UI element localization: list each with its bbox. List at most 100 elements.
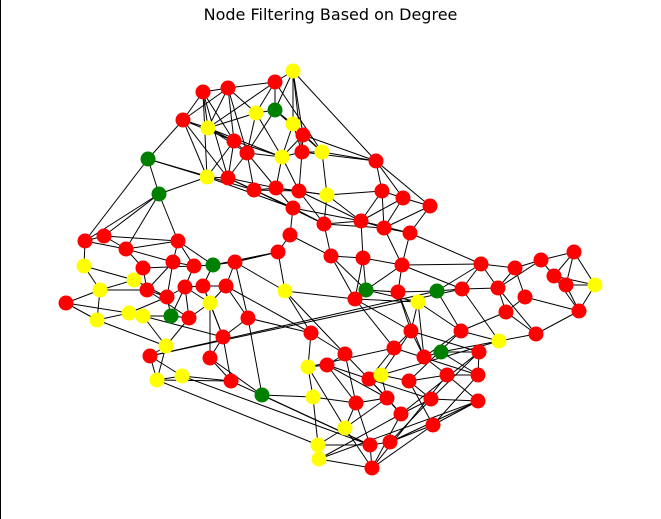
graph-edge (234, 261, 249, 319)
graph-node-high (226, 133, 242, 149)
graph-node-high (402, 225, 418, 241)
graph-edge (274, 81, 323, 153)
graph-edge (323, 223, 385, 229)
graph-node-high (517, 289, 533, 305)
graph-node-mid (174, 368, 190, 384)
graph-edge (103, 235, 179, 242)
graph-edge (301, 151, 377, 162)
graph-node-high (423, 391, 439, 407)
graph-node-high (303, 325, 319, 341)
graph-edge (284, 290, 346, 355)
graph-edge (158, 176, 208, 195)
graph-edge (460, 311, 507, 332)
graph-node-high (223, 373, 239, 389)
graph-node-high (240, 310, 256, 326)
graph-edge (354, 298, 395, 349)
graph-edge (368, 378, 432, 400)
graph-node-high (139, 282, 155, 298)
graph-node-high (270, 244, 286, 260)
graph-edge (401, 264, 463, 290)
graph-edge (360, 197, 404, 222)
graph-edge (430, 351, 480, 400)
graph-node-high (546, 268, 562, 284)
graph-node-high (390, 284, 406, 300)
graph-node-high (239, 145, 255, 161)
graph-node-high (96, 228, 112, 244)
graph-node-high (348, 395, 364, 411)
graph-node-low (433, 344, 449, 360)
graph-node-mid (277, 283, 293, 299)
graph-node-mid (89, 312, 105, 328)
graph-node-low (254, 387, 270, 403)
graph-edge (307, 366, 346, 429)
graph-node-high (58, 295, 74, 311)
graph-edge (181, 375, 232, 382)
graph-edge (230, 380, 371, 446)
left-border (0, 0, 1, 519)
graph-node-high (416, 349, 432, 365)
graph-edge (284, 290, 356, 300)
graph-node-high (337, 346, 353, 362)
chart-title: Node Filtering Based on Degree (203, 5, 458, 24)
graph-edge (125, 193, 160, 250)
graph-node-high (507, 260, 523, 276)
graph-edge (326, 364, 357, 404)
graph-edge (326, 364, 388, 399)
graph-edge (312, 396, 319, 446)
graph-node-mid (587, 277, 603, 293)
graph-edge (430, 398, 479, 402)
graph-edge (261, 394, 314, 398)
graph-node-high (453, 323, 469, 339)
graph-edge (84, 193, 160, 242)
graph-edge (125, 248, 174, 263)
graph-node-high (403, 323, 419, 339)
graph-edge (182, 87, 229, 121)
graph-edge (234, 261, 286, 292)
graph-node-high (454, 281, 470, 297)
graph-node-mid (158, 338, 174, 354)
graph-node-mid (126, 272, 142, 288)
graph-node-mid (274, 149, 290, 165)
graph-edge (383, 205, 431, 229)
graph-edge (182, 119, 229, 179)
graph-node-mid (491, 333, 507, 349)
graph-node-high (118, 241, 134, 257)
graph-node-mid (285, 63, 301, 79)
graph-node-high (379, 390, 395, 406)
graph-edge (284, 290, 312, 334)
graph-edge (181, 375, 371, 446)
graph-node-high (285, 200, 301, 216)
graph-node-high (181, 310, 197, 326)
graph-node-high (498, 304, 514, 320)
graph-node-high (246, 182, 262, 198)
graph-edge (330, 255, 356, 300)
graph-node-high (347, 291, 363, 307)
graph-node-high (368, 153, 384, 169)
graph-node-high (355, 250, 371, 266)
graph-edge (432, 374, 479, 426)
graph-edge (289, 234, 332, 257)
graph-node-high (295, 127, 311, 143)
graph-node-mid (337, 420, 353, 436)
graph-edge (436, 290, 462, 332)
graph-node-high (393, 406, 409, 422)
graph-edge (354, 298, 412, 332)
graph-node-high (558, 277, 574, 293)
graph-edge (371, 424, 434, 469)
graph-node-mid (135, 308, 151, 324)
graph-node-high (566, 244, 582, 260)
graph-edge (84, 158, 149, 242)
graph-node-high (439, 367, 455, 383)
graph-node-high (142, 348, 158, 364)
graph-node-high (218, 278, 234, 294)
graph-node-mid (149, 372, 165, 388)
graph-node-high (364, 460, 380, 476)
graph-edge (247, 317, 312, 334)
graph-node-high (319, 357, 335, 373)
graph-node-high (323, 248, 339, 264)
graph-node-high (470, 367, 486, 383)
graph-edge (371, 374, 448, 469)
graph-edge (354, 298, 419, 303)
graph-node-mid (300, 359, 316, 375)
